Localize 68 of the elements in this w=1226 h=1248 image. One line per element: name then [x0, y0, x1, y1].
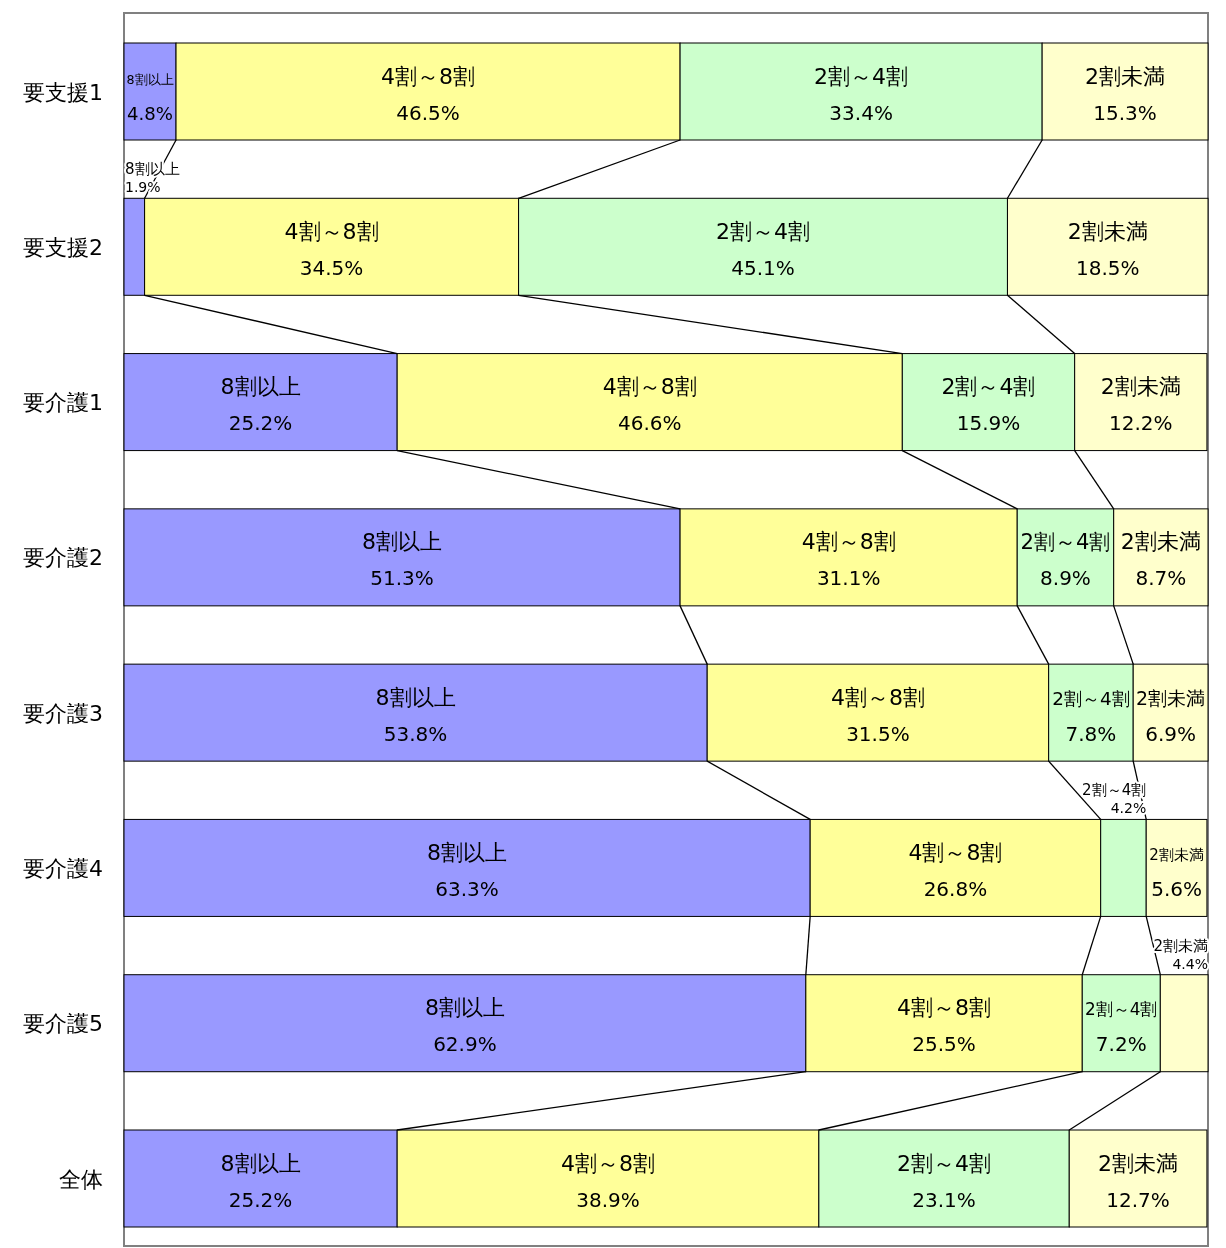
text: 2割未満 [1100, 374, 1181, 400]
y-tick-label: 要介護4 [23, 855, 103, 881]
text: 2割未満 [1153, 936, 1208, 955]
text: 4割～8割 [897, 995, 992, 1021]
text: 8割以上 [375, 684, 456, 710]
data-label: 6.9% [1145, 721, 1197, 746]
series-label: 2割～4割 [1085, 999, 1158, 1020]
data-label: 7.2% [1095, 1032, 1147, 1057]
data-label: 46.5% [396, 100, 460, 125]
text: 4割～8割 [830, 684, 925, 710]
y-tick-label: 要支援2 [23, 234, 103, 260]
text: 8割以上 [424, 995, 505, 1021]
data-label: 25.2% [228, 411, 293, 436]
data-label: 4.8% [127, 102, 174, 124]
data-label: 12.2% [1109, 411, 1173, 436]
data-label: 38.9% [576, 1187, 640, 1212]
data-label: 33.4% [829, 100, 893, 125]
data-label: 25.2% [228, 1187, 293, 1212]
data-label: 45.1% [731, 255, 795, 280]
data-label: 62.9% [433, 1032, 497, 1057]
data-label: 63.3% [435, 876, 499, 901]
data-label: 34.5% [299, 255, 364, 280]
data-label: 4.4% [1172, 955, 1208, 972]
data-label: 12.7% [1106, 1187, 1170, 1212]
data-label: 15.3% [1093, 100, 1157, 125]
data-label: 7.8% [1065, 721, 1117, 746]
data-label: 18.5% [1075, 255, 1140, 280]
data-label: 31.1% [816, 566, 881, 591]
data-label: 23.1% [912, 1187, 976, 1212]
text: 2割未満 [1149, 845, 1204, 864]
text: 4割～8割 [602, 374, 697, 400]
data-label: 5.6% [1151, 876, 1202, 901]
data-label: 26.8% [923, 876, 988, 901]
text: 8割以上 [220, 1150, 301, 1176]
y-tick-label: 全体 [59, 1166, 103, 1192]
y-tick-label: 要介護2 [23, 545, 103, 571]
text: 2割未満 [1098, 1150, 1179, 1176]
data-label: 25.5% [912, 1032, 976, 1057]
series-label: 4割～8割 [381, 63, 476, 89]
data-label: 8.9% [1040, 566, 1091, 591]
text: 4割～8割 [801, 529, 896, 555]
y-tick-label: 要支援1 [23, 79, 103, 105]
series-label: 8割以上 [126, 71, 174, 87]
text: 8割以上 [220, 374, 301, 400]
data-label: 31.5% [846, 721, 910, 746]
text: 2割未満 [1085, 63, 1166, 89]
text: 2割未満 [1067, 218, 1148, 244]
data-label: 8.7% [1135, 566, 1187, 591]
text: 8割以上 [362, 529, 443, 555]
data-label: 15.9% [956, 411, 1021, 436]
data-label: 51.3% [370, 566, 434, 591]
text: 4割～8割 [908, 839, 1003, 865]
y-tick-label: 要介護3 [23, 700, 103, 726]
series-label: 2割未満 [1136, 686, 1206, 709]
text: 2割～4割 [1020, 529, 1111, 555]
text: 4割～8割 [284, 218, 379, 244]
text: 2割未満 [1120, 529, 1201, 555]
y-tick-label: 要介護1 [23, 390, 103, 416]
data-label: 53.8% [383, 721, 448, 746]
text: 2割～4割 [941, 374, 1036, 400]
text: 4割～8割 [561, 1150, 656, 1176]
y-tick-label: 要介護5 [23, 1011, 103, 1037]
text: 2割～4割 [814, 63, 909, 89]
text: 2割～4割 [897, 1150, 992, 1176]
text: 8割以上 [427, 839, 508, 865]
data-label: 46.6% [617, 411, 682, 436]
text: 2割～4割 [1052, 687, 1130, 709]
text: 2割～4割 [716, 218, 811, 244]
